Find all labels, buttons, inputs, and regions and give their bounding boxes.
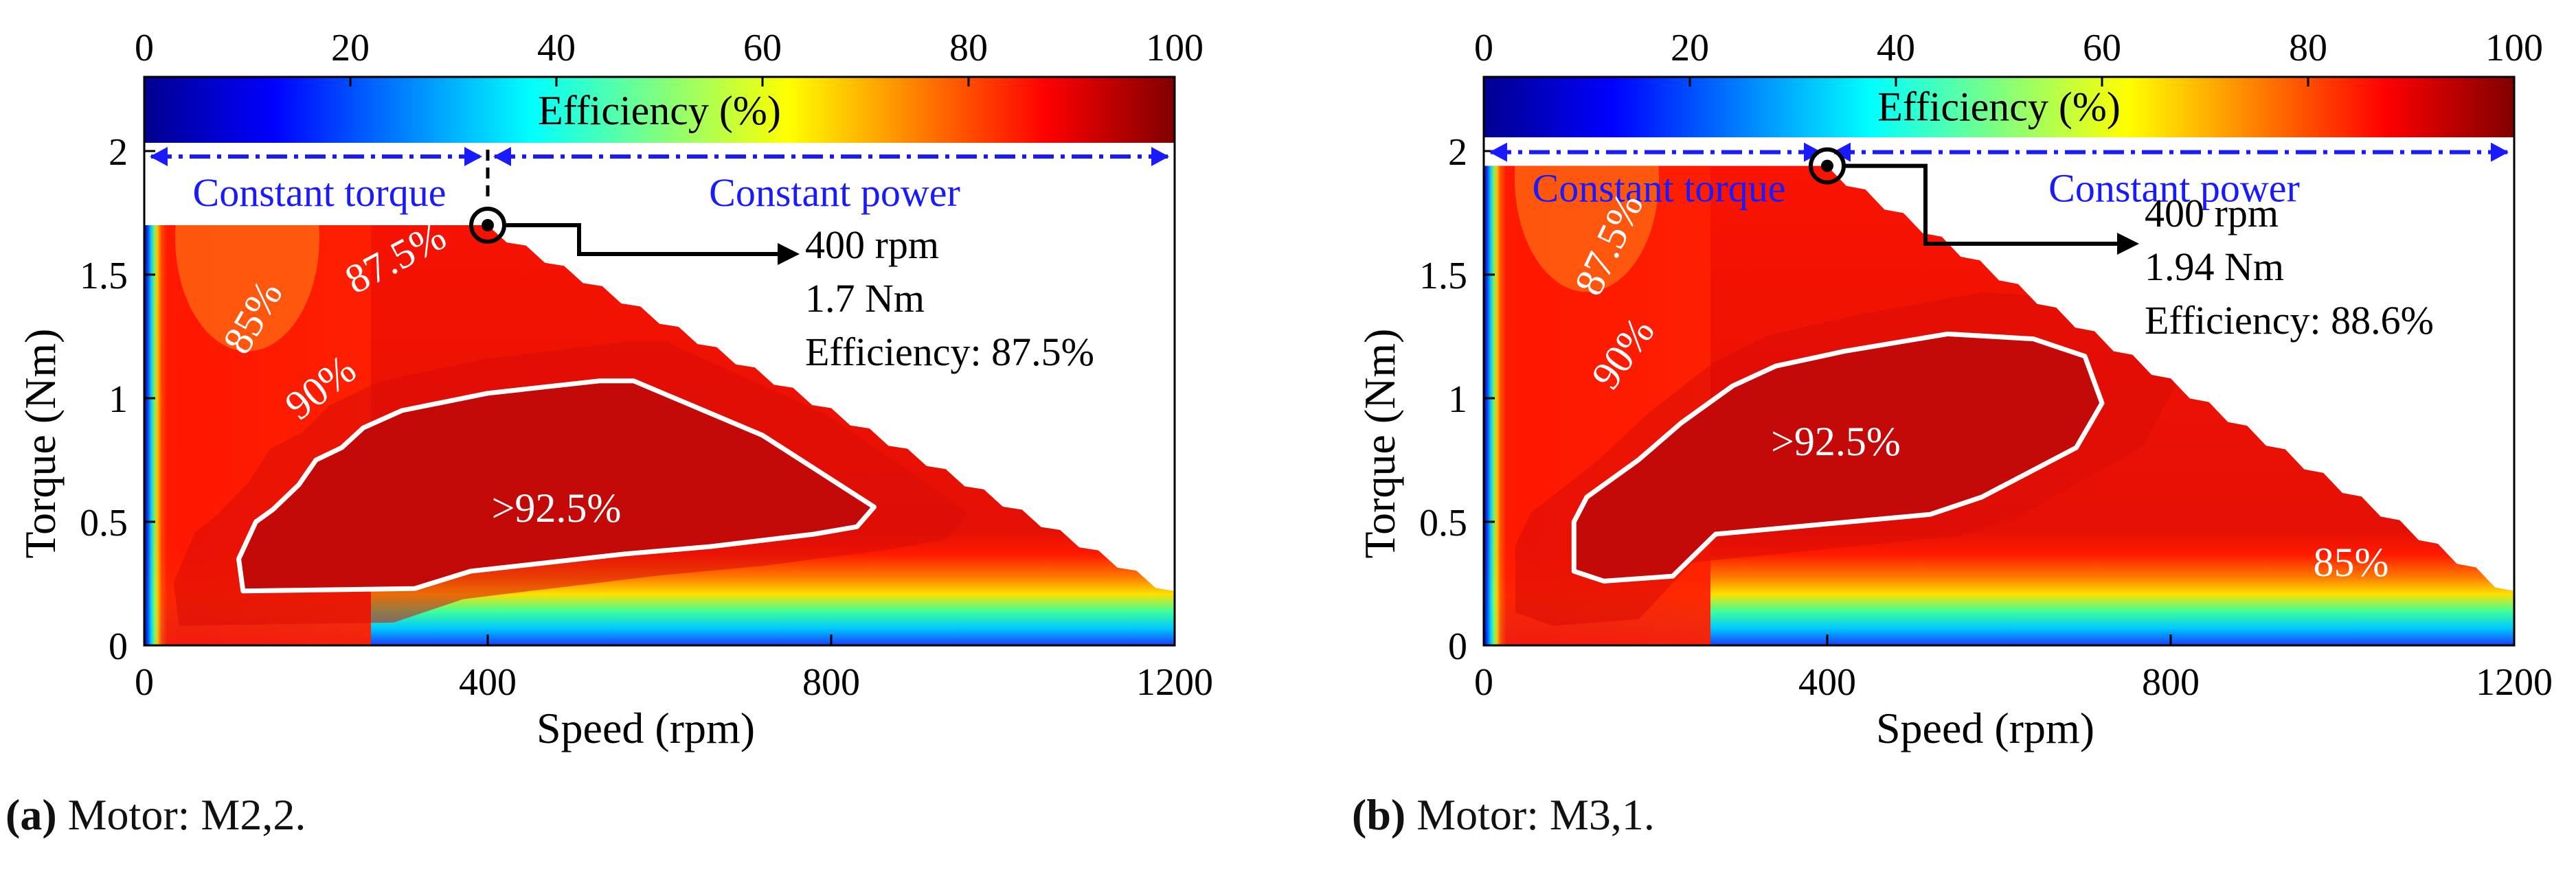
peak-efficiency-contour <box>1571 331 2105 584</box>
operating-point-dot <box>482 219 494 231</box>
axes-box <box>143 76 1176 647</box>
operating-point-annotation: 400 rpm <box>2145 191 2279 235</box>
x-axis-label: Speed (rpm) <box>1876 704 2094 752</box>
contour-label: >92.5% <box>1771 419 1901 464</box>
colorbar-tick-label: 100 <box>2485 27 2543 69</box>
y-tick-label: 2 <box>1448 131 1467 174</box>
peak-efficiency-contour <box>236 378 877 594</box>
y-axis-label: Torque (Nm) <box>1355 329 1404 559</box>
constant-power-arrowhead-left <box>1833 142 1851 162</box>
constant-torque-arrowhead-right <box>1804 142 1822 162</box>
x-tick-label: 400 <box>1798 661 1856 704</box>
constant-power-arrowhead-left <box>493 147 511 166</box>
x-tick-label: 0 <box>135 661 154 704</box>
y-tick-label: 1 <box>109 378 128 421</box>
constant-power-label: Constant power <box>2048 166 2300 211</box>
y-tick-label: 0 <box>109 625 128 668</box>
colorbar-tick-label: 40 <box>1877 27 1915 69</box>
y-axis-label: Torque (Nm) <box>16 329 65 559</box>
contour-label: >92.5% <box>492 485 622 531</box>
callout-line <box>1844 163 2124 246</box>
y-tick-label: 1.5 <box>1419 255 1467 297</box>
x-tick-label: 400 <box>459 661 517 704</box>
x-tick-label: 1200 <box>2476 661 2553 704</box>
colorbar <box>144 77 1175 143</box>
colorbar-label: Efficiency (%) <box>538 88 781 133</box>
x-tick-label: 800 <box>2142 661 2200 704</box>
y-tick-label: 0 <box>1448 625 1467 668</box>
operating-point-annotation: Efficiency: 87.5% <box>805 330 1094 374</box>
constant-torque-arrowhead-right <box>464 147 482 166</box>
constant-power-arrowhead-right <box>1151 147 1169 166</box>
colorbar <box>1484 77 2514 137</box>
y-tick-label: 0.5 <box>80 502 128 544</box>
colorbar-tick-label: 80 <box>2289 27 2327 69</box>
colorbar-tick-label: 0 <box>1474 27 1493 69</box>
caption-a: (a) Motor: M2,2. <box>5 790 306 840</box>
peak-efficiency-region <box>1574 334 2102 582</box>
chart-a: Efficiency (%) 0 20 40 60 80 100 0 400 800 1200 0 0.… <box>16 27 1213 752</box>
peak-efficiency-region <box>238 380 874 591</box>
x-tick-label: 800 <box>802 661 860 704</box>
constant-torque-label: Constant torque <box>193 170 447 215</box>
operating-point-annotation: 1.94 Nm <box>2145 244 2284 289</box>
operating-point-annotation: Efficiency: 88.6% <box>2145 298 2434 343</box>
constant-torque-arrowhead-left <box>1489 142 1507 162</box>
constant-torque-arrowhead-left <box>150 147 168 166</box>
x-tick-label: 1200 <box>1136 661 1213 704</box>
operating-point-dot <box>1821 159 1833 172</box>
y-tick-label: 1 <box>1448 378 1467 421</box>
operating-point-annotation: 400 rpm <box>805 222 939 267</box>
caption-b-text: Motor: M3,1. <box>1405 790 1655 839</box>
axes-box <box>1482 76 2516 647</box>
contour-85-halo <box>175 225 319 352</box>
constant-torque-label: Constant torque <box>1533 166 1786 211</box>
constant-power-arrowhead-right <box>2491 142 2509 162</box>
colorbar-tick-label: 100 <box>1146 27 1204 69</box>
colorbar-tick-label: 20 <box>331 27 370 69</box>
colorbar-tick-label: 0 <box>135 27 154 69</box>
callout-arrowhead <box>2117 233 2139 255</box>
callout-arrowhead <box>778 243 800 265</box>
contour-label: 85% <box>2314 540 2389 585</box>
y-tick-label: 1.5 <box>80 255 128 297</box>
caption-a-text: Motor: M2,2. <box>56 790 306 839</box>
colorbar-tick-label: 80 <box>949 27 988 69</box>
colorbar-tick-label: 40 <box>537 27 576 69</box>
callout-line <box>504 223 784 256</box>
x-axis-label: Speed (rpm) <box>536 704 755 752</box>
y-tick-label: 2 <box>109 131 128 174</box>
y-tick-label: 0.5 <box>1419 502 1467 544</box>
colorbar-label: Efficiency (%) <box>1877 84 2121 129</box>
colorbar-tick-label: 20 <box>1671 27 1709 69</box>
constant-power-label: Constant power <box>709 170 960 215</box>
contour-85-halo <box>1515 165 1659 292</box>
caption-a-letter: (a) <box>5 790 57 839</box>
colorbar-tick-label: 60 <box>743 27 782 69</box>
colorbar-tick-label: 60 <box>2083 27 2121 69</box>
chart-b: Efficiency (%) 0 20 40 60 80 100 0 400 800 1200 0 0.… <box>1355 27 2553 752</box>
caption-b: (b) Motor: M3,1. <box>1352 790 1655 840</box>
operating-point-annotation: 1.7 Nm <box>805 276 925 321</box>
x-tick-label: 0 <box>1474 661 1493 704</box>
caption-b-letter: (b) <box>1352 790 1406 839</box>
